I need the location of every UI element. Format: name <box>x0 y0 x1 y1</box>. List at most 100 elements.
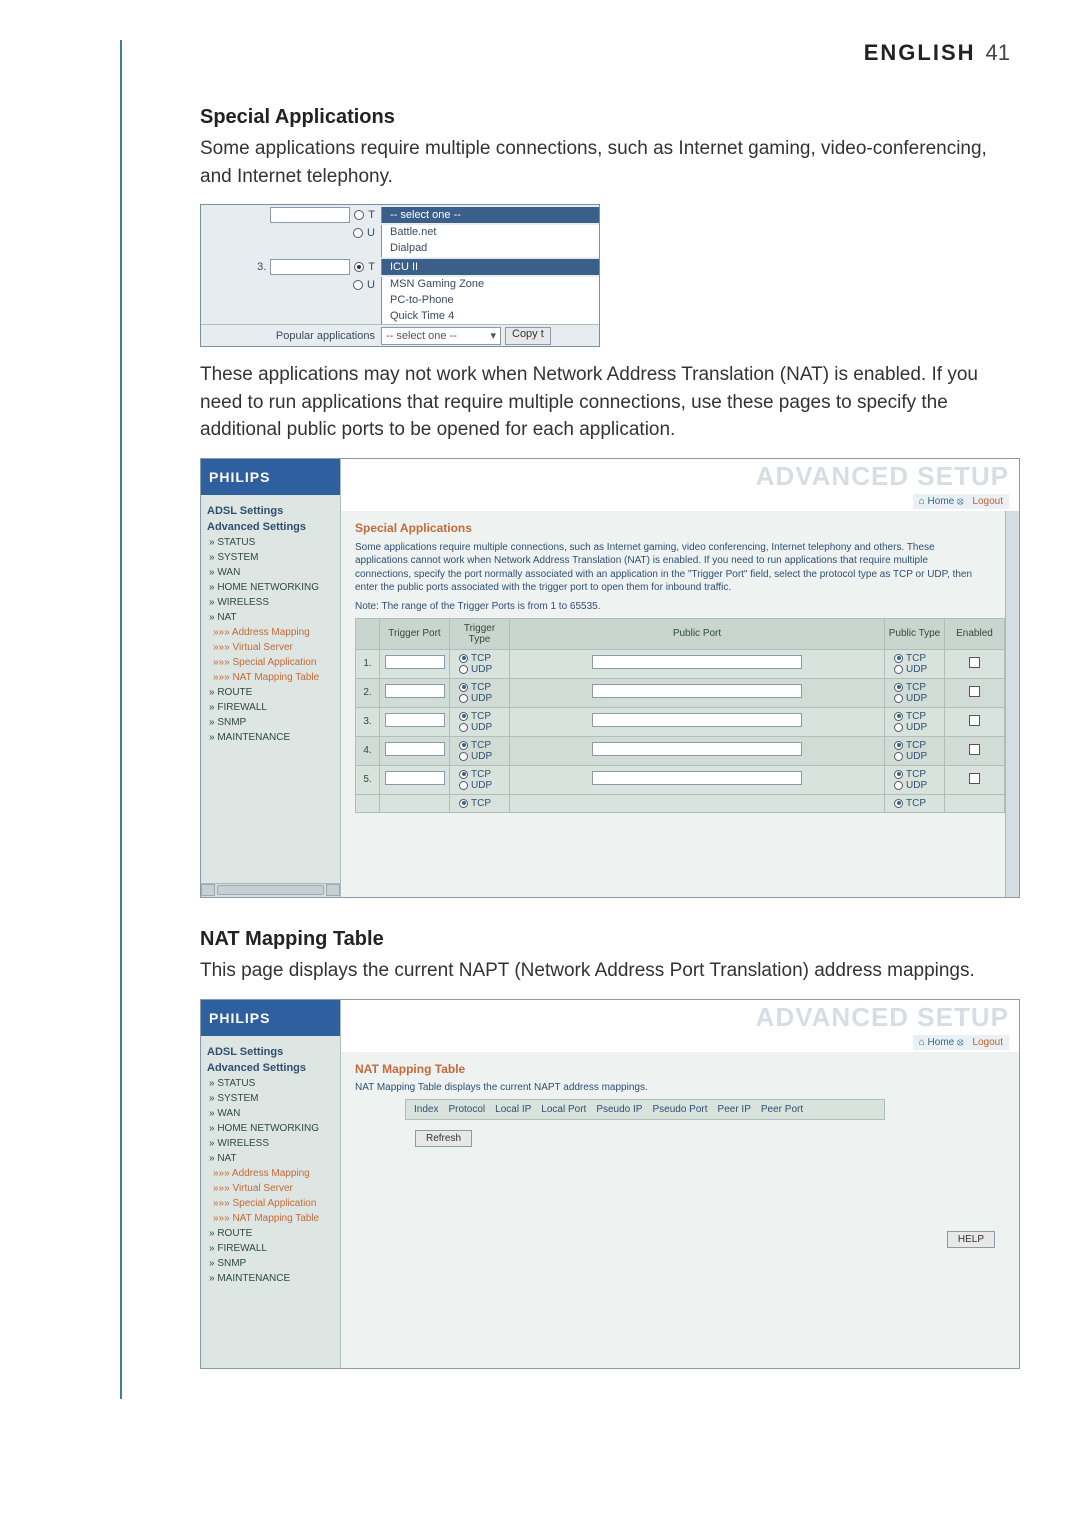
trigger-type-udp-radio[interactable] <box>459 781 468 790</box>
trigger-port-input[interactable] <box>385 771 445 785</box>
option-select-one[interactable]: -- select one -- <box>381 207 599 223</box>
proto-radio-udp-3[interactable] <box>353 280 363 290</box>
trigger-port-input[interactable] <box>385 713 445 727</box>
sidebar2-advanced[interactable]: Advanced Settings <box>207 1062 336 1074</box>
advanced-setup-nat-mapping-screenshot: PHILIPS ADSL Settings Advanced Settings … <box>200 999 1020 1369</box>
public-type-udp-radio[interactable] <box>894 665 903 674</box>
sidebar2-virtual-server[interactable]: »»» Virtual Server <box>207 1181 336 1196</box>
option-icu[interactable]: ICU II <box>381 259 599 275</box>
home-link-2[interactable]: Home <box>928 1037 955 1048</box>
option-dialpad[interactable]: Dialpad <box>381 241 599 257</box>
public-port-input[interactable] <box>592 655 802 669</box>
trigger-type-udp-radio[interactable] <box>459 694 468 703</box>
public-port-input[interactable] <box>592 771 802 785</box>
sidebar-firewall[interactable]: » FIREWALL <box>207 700 336 715</box>
public-type-tcp-radio[interactable] <box>894 741 903 750</box>
option-quicktime[interactable]: Quick Time 4 <box>381 309 599 325</box>
sidebar2-adsl[interactable]: ADSL Settings <box>207 1046 336 1058</box>
sidebar-nat-mapping-table[interactable]: »»» NAT Mapping Table <box>207 670 336 685</box>
sidebar-virtual-server[interactable]: »»» Virtual Server <box>207 640 336 655</box>
enabled-checkbox[interactable] <box>969 744 980 755</box>
sidebar-wireless[interactable]: » WIRELESS <box>207 595 336 610</box>
sidebar-address-mapping[interactable]: »»» Address Mapping <box>207 625 336 640</box>
trigger-type-tcp-radio[interactable] <box>459 683 468 692</box>
public-type-tcp-radio[interactable] <box>894 712 903 721</box>
vertical-scrollbar[interactable] <box>1005 511 1019 897</box>
help-button[interactable]: HELP <box>947 1231 995 1248</box>
popular-applications-select[interactable]: -- select one -- ▾ <box>381 327 501 345</box>
sidebar2-snmp[interactable]: » SNMP <box>207 1256 336 1271</box>
refresh-button[interactable]: Refresh <box>415 1130 472 1147</box>
enabled-checkbox[interactable] <box>969 686 980 697</box>
horizontal-scrollbar[interactable] <box>201 883 340 897</box>
col-public-port: Public Port <box>510 618 885 649</box>
sidebar2-nat-mapping-table[interactable]: »»» NAT Mapping Table <box>207 1211 336 1226</box>
public-port-input[interactable] <box>592 684 802 698</box>
sidebar-status[interactable]: » STATUS <box>207 535 336 550</box>
enabled-checkbox[interactable] <box>969 657 980 668</box>
sidebar2-wan[interactable]: » WAN <box>207 1106 336 1121</box>
public-type-tcp-radio[interactable] <box>894 683 903 692</box>
chevron-down-icon: ▾ <box>490 329 496 342</box>
logout-link-2[interactable]: Logout <box>972 1037 1003 1048</box>
sidebar2-status[interactable]: » STATUS <box>207 1076 336 1091</box>
sidebar-home-networking[interactable]: » HOME NETWORKING <box>207 580 336 595</box>
trigger-port-input-3[interactable] <box>270 259 350 275</box>
public-type-tcp-radio[interactable] <box>894 654 903 663</box>
logout-link[interactable]: Logout <box>972 496 1003 507</box>
public-type-tcp-radio[interactable] <box>894 799 903 808</box>
trigger-type-tcp-radio[interactable] <box>459 712 468 721</box>
option-msn[interactable]: MSN Gaming Zone <box>381 277 599 293</box>
sidebar-maintenance[interactable]: » MAINTENANCE <box>207 730 336 745</box>
public-port-input[interactable] <box>592 713 802 727</box>
enabled-checkbox[interactable] <box>969 715 980 726</box>
sidebar2-wireless[interactable]: » WIRELESS <box>207 1136 336 1151</box>
scroll-left-icon[interactable] <box>201 884 215 896</box>
trigger-type-udp-radio[interactable] <box>459 723 468 732</box>
public-type-udp-radio[interactable] <box>894 781 903 790</box>
brand-logo: PHILIPS <box>201 459 340 495</box>
trigger-type-udp-radio[interactable] <box>459 665 468 674</box>
option-battle-net[interactable]: Battle.net <box>381 225 599 241</box>
proto-radio-tcp[interactable] <box>354 210 364 220</box>
public-port-input[interactable] <box>592 742 802 756</box>
sidebar2-firewall[interactable]: » FIREWALL <box>207 1241 336 1256</box>
sidebar-wan[interactable]: » WAN <box>207 565 336 580</box>
trigger-port-input[interactable] <box>385 684 445 698</box>
public-type-tcp-radio[interactable] <box>894 770 903 779</box>
trigger-type-tcp-radio[interactable] <box>459 741 468 750</box>
option-pc-to-phone[interactable]: PC-to-Phone <box>381 293 599 309</box>
sidebar2-route[interactable]: » ROUTE <box>207 1226 336 1241</box>
trigger-port-input[interactable] <box>385 742 445 756</box>
scroll-right-icon[interactable] <box>326 884 340 896</box>
trigger-type-tcp-radio[interactable] <box>459 799 468 808</box>
sidebar2-system[interactable]: » SYSTEM <box>207 1091 336 1106</box>
enabled-checkbox[interactable] <box>969 773 980 784</box>
row-num: 3. <box>356 707 380 736</box>
sidebar2-maintenance[interactable]: » MAINTENANCE <box>207 1271 336 1286</box>
sidebar-snmp[interactable]: » SNMP <box>207 715 336 730</box>
sidebar2-address-mapping[interactable]: »»» Address Mapping <box>207 1166 336 1181</box>
home-link[interactable]: Home <box>928 496 955 507</box>
public-type-udp-radio[interactable] <box>894 694 903 703</box>
sidebar2-nat[interactable]: » NAT <box>207 1151 336 1166</box>
sidebar-advanced-settings[interactable]: Advanced Settings <box>207 521 336 533</box>
sidebar-system[interactable]: » SYSTEM <box>207 550 336 565</box>
sidebar2-home-networking[interactable]: » HOME NETWORKING <box>207 1121 336 1136</box>
sidebar2-special-application[interactable]: »»» Special Application <box>207 1196 336 1211</box>
trigger-type-tcp-radio[interactable] <box>459 770 468 779</box>
sidebar-nat[interactable]: » NAT <box>207 610 336 625</box>
public-type-udp-radio[interactable] <box>894 752 903 761</box>
sidebar-route[interactable]: » ROUTE <box>207 685 336 700</box>
trigger-type-tcp-radio[interactable] <box>459 654 468 663</box>
sidebar-adsl-settings[interactable]: ADSL Settings <box>207 505 336 517</box>
public-type-udp-radio[interactable] <box>894 723 903 732</box>
trigger-type-udp-radio[interactable] <box>459 752 468 761</box>
proto-radio-tcp-3[interactable] <box>354 262 364 272</box>
proto-radio-udp[interactable] <box>353 228 363 238</box>
copy-to-button[interactable]: Copy t <box>505 327 551 345</box>
scroll-thumb[interactable] <box>217 885 324 895</box>
trigger-port-input[interactable] <box>270 207 350 223</box>
sidebar-special-application[interactable]: »»» Special Application <box>207 655 336 670</box>
trigger-port-input[interactable] <box>385 655 445 669</box>
